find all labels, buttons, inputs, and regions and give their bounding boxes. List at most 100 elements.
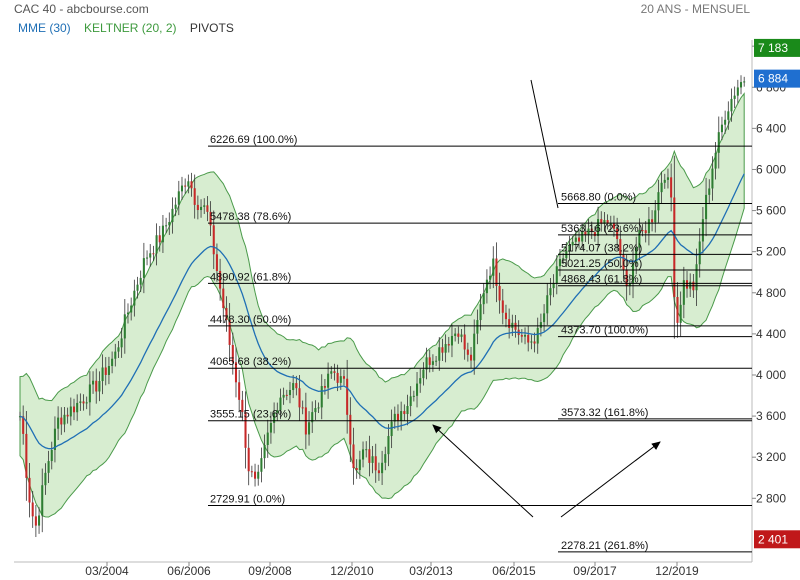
candle-body xyxy=(279,397,282,411)
candle-body xyxy=(28,477,31,503)
y-tick-label: 4 800 xyxy=(756,286,786,300)
candle-body xyxy=(34,516,37,526)
price-badge-label: 2 401 xyxy=(758,532,788,546)
y-tick-label: 6 000 xyxy=(756,162,786,176)
candle-body xyxy=(101,367,104,382)
candle-body xyxy=(206,205,209,212)
candle-body xyxy=(342,376,346,379)
candle-body xyxy=(574,237,577,242)
candle-body xyxy=(489,275,492,280)
fib2-level-label: 2278.21 (261.8%) xyxy=(561,540,648,552)
candle-body xyxy=(92,380,95,385)
candle-body xyxy=(603,220,606,224)
candle-body xyxy=(193,188,196,205)
x-axis: 03/2004 06/2006 09/2008 12/2010 03/2013 06/20… xyxy=(85,562,699,578)
arrow-to-target xyxy=(560,441,661,518)
candle-body xyxy=(276,410,279,413)
candle-body xyxy=(377,470,380,474)
candle-body xyxy=(107,366,110,375)
candle-body xyxy=(508,319,511,328)
candle-body xyxy=(123,314,126,339)
y-tick-label: 2 800 xyxy=(756,491,786,505)
candle-body xyxy=(390,421,393,437)
candle-body xyxy=(416,383,419,396)
candle-body xyxy=(466,349,469,355)
candle-body xyxy=(98,381,101,392)
candle-body xyxy=(161,225,164,243)
candle-body xyxy=(539,322,542,328)
candle-body xyxy=(720,124,723,133)
candle-body xyxy=(679,304,682,323)
candle-body xyxy=(60,417,63,425)
candle-body xyxy=(130,305,133,313)
pointer-line xyxy=(530,79,559,209)
candle-body xyxy=(454,333,457,336)
price-badges: 7 183 6 884 2 401 xyxy=(754,38,800,549)
candle-body xyxy=(57,417,60,429)
candle-body xyxy=(238,382,241,400)
candle-body xyxy=(587,228,590,235)
candle-body xyxy=(663,179,666,183)
legend-mme[interactable]: MME (30) xyxy=(18,21,71,35)
candle-body xyxy=(371,456,374,463)
candle-body xyxy=(419,378,422,384)
legend-keltner[interactable]: KELTNER (20, 2) xyxy=(84,21,177,35)
mme-line xyxy=(19,173,745,450)
fib1-level-label: 6226.69 (100.0%) xyxy=(210,134,297,146)
candle-body xyxy=(673,197,676,297)
candle-body xyxy=(339,376,342,383)
candle-body xyxy=(612,223,615,229)
candle-body xyxy=(165,225,168,227)
price-badge-label: 6 884 xyxy=(758,72,788,86)
candle-body xyxy=(247,447,250,472)
fib1-level-label: 4478.30 (50.0%) xyxy=(210,314,291,326)
candle-body xyxy=(724,119,727,125)
candle-body xyxy=(644,230,647,234)
candle-body xyxy=(584,231,587,235)
candle-body xyxy=(689,281,692,289)
candle-body xyxy=(708,188,711,195)
candle-body xyxy=(222,288,225,309)
arrow-to-support xyxy=(432,424,534,518)
candle-body xyxy=(190,181,193,189)
candle-body xyxy=(457,333,460,337)
candle-body xyxy=(203,205,206,207)
candle-body xyxy=(114,351,117,359)
candle-body xyxy=(441,347,444,353)
candle-body xyxy=(231,344,234,363)
fib2-level-label: 4373.70 (100.0%) xyxy=(561,325,648,337)
candle-body xyxy=(184,185,187,187)
y-tick-label: 4 000 xyxy=(756,368,786,382)
price-badge xyxy=(754,69,800,88)
candle-body xyxy=(31,502,34,517)
candle-body xyxy=(225,308,228,321)
candle-body xyxy=(422,369,425,379)
candle-body xyxy=(244,412,247,448)
candle-body xyxy=(597,219,600,236)
candle-body xyxy=(212,225,215,255)
candle-body xyxy=(266,432,269,445)
candle-body xyxy=(660,182,663,193)
candle-body xyxy=(628,283,631,287)
candle-body xyxy=(136,284,139,291)
candle-body xyxy=(346,378,349,415)
candle-body xyxy=(438,347,441,361)
candle-body xyxy=(82,401,85,404)
candle-body xyxy=(396,413,400,422)
candle-body xyxy=(330,371,333,374)
candle-body xyxy=(619,239,622,256)
candle-body xyxy=(495,258,498,286)
y-tick-label: 5 200 xyxy=(756,245,786,259)
candle-body xyxy=(460,334,463,337)
fib2-level-label: 4868.43 (61.8%) xyxy=(561,274,642,286)
candle-body xyxy=(577,237,581,242)
candle-body xyxy=(698,241,701,265)
legend-pivots[interactable]: PIVOTS xyxy=(189,21,234,35)
candle-body xyxy=(482,293,485,305)
candle-body xyxy=(317,407,320,409)
candle-body xyxy=(174,204,177,209)
candle-body xyxy=(581,231,584,242)
candle-body xyxy=(473,333,476,361)
candle-body xyxy=(295,383,298,389)
candle-body xyxy=(406,406,409,415)
